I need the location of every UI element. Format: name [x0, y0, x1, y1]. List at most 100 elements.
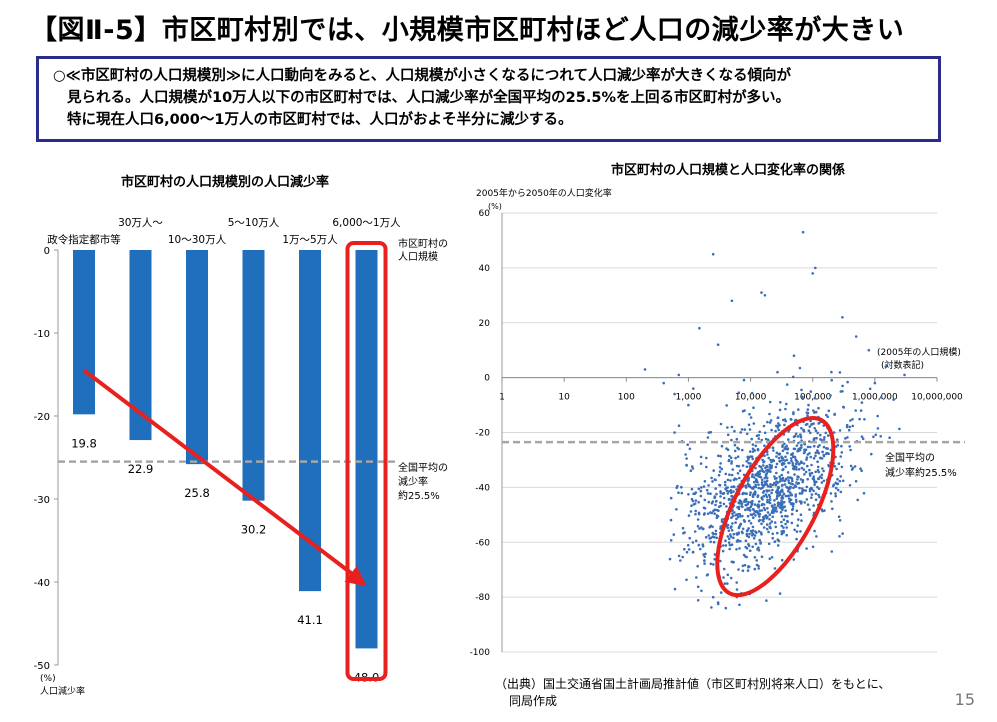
scatter-point [753, 567, 757, 571]
scatter-point [755, 510, 759, 513]
scatter-point [811, 272, 814, 275]
scatter-point [763, 431, 767, 435]
scatter-point [768, 400, 772, 404]
trend-arrow [82, 368, 358, 579]
scatter-point [694, 512, 697, 516]
scatter-point [752, 516, 755, 519]
scatter-point [747, 566, 750, 569]
scatter-point [816, 465, 820, 469]
scatter-point [781, 444, 784, 447]
scatter-point [738, 499, 742, 502]
scatter-point [749, 491, 752, 494]
scatter-point [741, 531, 744, 535]
scatter-point [773, 475, 776, 478]
scatter-point [705, 488, 709, 492]
scatter-point [797, 447, 800, 451]
scatter-point [788, 461, 791, 465]
scatter-point [694, 539, 698, 543]
scatter-point [754, 514, 757, 517]
scatter-point [773, 521, 777, 524]
scatter-point [766, 500, 769, 504]
scatter-point [790, 457, 793, 460]
scatter-point [673, 431, 676, 434]
scatter-point [757, 530, 761, 533]
scatter-point [677, 491, 680, 495]
scatter-point [808, 468, 811, 472]
scatter-point [750, 391, 754, 395]
scatter-point [799, 530, 802, 533]
scatter-point [839, 490, 843, 494]
scatter-point [751, 525, 755, 529]
scatter-point [765, 527, 769, 531]
scatter-point [765, 523, 769, 526]
scatter-point [806, 477, 809, 481]
summary-line-2: 見られる。人口規模が10万人以下の市区町村では、人口減少率が全国平均の25.5%… [67, 90, 790, 106]
scatter-point [810, 487, 814, 491]
scatter-point [710, 476, 713, 480]
scatter-point [765, 472, 769, 475]
scatter-point [822, 479, 826, 483]
scatter-point [785, 383, 789, 386]
scatter-point [685, 464, 688, 467]
scatter-point [754, 466, 757, 470]
scatter-point [750, 475, 754, 478]
scatter-point [748, 549, 752, 552]
scatter-point [718, 483, 721, 487]
scatter-point [730, 462, 733, 465]
scatter-y-tick-label: 0 [484, 374, 490, 384]
scatter-point [853, 465, 857, 468]
scatter-point [679, 559, 682, 562]
bar [129, 250, 152, 441]
scatter-point [796, 435, 800, 438]
scatter-point [776, 488, 779, 491]
scatter-point [762, 494, 766, 498]
scatter-point [712, 540, 716, 544]
scatter-point [757, 503, 760, 507]
scatter-point [817, 477, 820, 481]
scatter-point [809, 455, 812, 459]
scatter-point [870, 452, 873, 456]
scatter-point [859, 467, 862, 471]
scatter-point [760, 478, 764, 482]
scatter-point [726, 433, 730, 437]
scatter-point [748, 450, 752, 453]
scatter-point [741, 564, 745, 568]
scatter-point [740, 502, 744, 506]
scatter-point [732, 490, 735, 493]
scatter-point [851, 424, 855, 428]
scatter-point [686, 543, 690, 547]
scatter-point [779, 511, 783, 514]
scatter-point [766, 438, 770, 442]
scatter-point [730, 491, 733, 495]
scatter-point [830, 550, 834, 553]
scatter-point [775, 480, 778, 483]
scatter-point [779, 501, 782, 505]
scatter-point [702, 485, 706, 488]
bar-value-label: 22.9 [128, 462, 154, 476]
scatter-point [728, 454, 731, 458]
scatter-point [822, 445, 826, 449]
scatter-x-tick-label: 100,000 [794, 393, 831, 403]
scatter-point [773, 567, 777, 570]
scatter-point [837, 462, 841, 466]
scatter-point [849, 419, 852, 422]
scatter-point [824, 431, 828, 435]
scatter-point [764, 466, 767, 470]
scatter-point [803, 442, 807, 446]
scatter-point [813, 396, 817, 400]
scatter-point [777, 422, 780, 425]
scatter-point [736, 540, 739, 543]
scatter-point [691, 541, 695, 544]
scatter-point [780, 473, 784, 477]
scatter-point [860, 435, 864, 439]
scatter-point [758, 515, 761, 518]
scatter-point [801, 479, 805, 482]
scatter-point [727, 498, 731, 501]
scatter-point [745, 534, 749, 537]
scatter-point [747, 423, 751, 427]
scatter-point [839, 475, 842, 478]
scatter-point [810, 496, 813, 500]
scatter-point [776, 504, 780, 507]
